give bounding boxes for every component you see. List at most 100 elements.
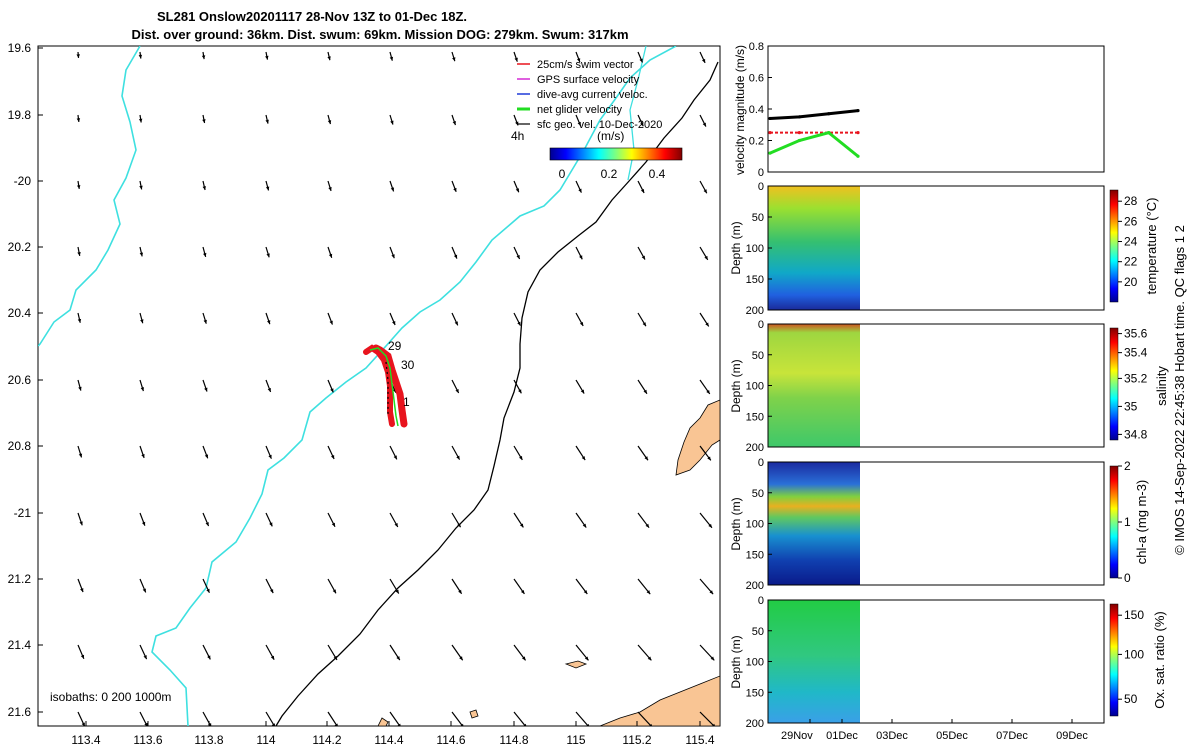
map-ytick-label: 19.6 — [8, 41, 32, 55]
velocity-arrow — [451, 379, 460, 394]
cbar-tick-label: 35.6 — [1124, 327, 1148, 341]
depth-ytick-label: 150 — [746, 687, 764, 699]
velocity-arrow — [513, 578, 525, 595]
velocity-arrow — [327, 180, 332, 192]
velocity-arrow — [327, 114, 332, 125]
velocity-arrow — [451, 180, 457, 193]
map-ytick-label: 21.4 — [8, 638, 32, 652]
time-tick-label: 07Dec — [996, 730, 1028, 742]
velocity-arrow — [513, 312, 521, 326]
velocity-point — [768, 131, 772, 135]
time-tick-label: 05Dec — [936, 730, 968, 742]
velocity-arrow — [265, 711, 276, 726]
temperature-cbar-label: temperature (°C) — [1144, 198, 1159, 295]
velocity-arrow — [389, 512, 399, 528]
velocity-arrow — [327, 644, 338, 661]
depth-ytick-label: 150 — [746, 549, 764, 561]
velocity-point — [856, 131, 860, 135]
velocity-arrow — [637, 711, 653, 726]
velocity-arrow — [327, 379, 334, 393]
day-label-1: 1 — [403, 395, 410, 409]
velocity-arrow — [327, 246, 333, 258]
map-ytick-label: 20.2 — [8, 240, 32, 254]
arrow-interval-label: 4h — [511, 129, 524, 143]
map-colorbar — [549, 147, 683, 161]
velocity-arrow — [76, 180, 81, 189]
velocity-arrow — [637, 644, 652, 661]
velocity-arrow — [77, 512, 83, 526]
velocity-panel: 0 0.2 0.4 0.6 0.8 velocity magnitude (m/s) — [733, 41, 1105, 179]
depth-ytick-label: 50 — [752, 212, 764, 224]
velocity-arrow — [77, 379, 82, 391]
velocity-arrow — [575, 180, 582, 193]
velocity-arrow — [202, 114, 206, 124]
depth-ytick-label: 50 — [752, 626, 764, 638]
velocity-arrow — [265, 246, 270, 258]
map-xtick-label: 115.2 — [622, 733, 651, 747]
velocity-arrow — [389, 578, 400, 594]
velocity-arrow — [327, 512, 336, 527]
velocity-arrow — [513, 512, 524, 528]
velocity-arrow — [77, 578, 84, 593]
velocity-arrow — [138, 114, 143, 123]
velocity-arrow — [637, 379, 648, 395]
land-islet — [564, 660, 588, 669]
velocity-arrow — [699, 246, 709, 261]
velocity-arrow — [637, 180, 645, 194]
chla-ylabel: Depth (m) — [729, 497, 743, 550]
velocity-arrow — [265, 512, 273, 527]
velocity-ytick-label: 0.4 — [749, 104, 764, 116]
velocity-arrow — [451, 246, 458, 259]
cbar-tick-label: 150 — [1124, 608, 1144, 622]
map-xtick-label: 115 — [566, 733, 585, 747]
velocity-arrow — [513, 644, 527, 661]
day-label-29: 29 — [388, 339, 402, 353]
velocity-arrow — [451, 51, 456, 62]
chla-colorbar — [1109, 465, 1119, 579]
velocity-arrow — [451, 711, 464, 726]
map-xtick-label: 114.6 — [436, 733, 465, 747]
velocity-arrow — [265, 578, 274, 594]
velocity-point — [827, 131, 831, 135]
legend-label-gps: GPS surface velocity — [537, 74, 640, 86]
depth-ytick-label: 50 — [752, 488, 764, 500]
land-island-east — [675, 399, 720, 476]
velocity-arrow — [389, 445, 398, 460]
cbar-tick-label: 1 — [1124, 515, 1131, 529]
velocity-arrow — [389, 114, 394, 125]
velocity-arrow — [451, 445, 461, 460]
velocity-ytick-label: 0.6 — [749, 73, 764, 85]
velocity-arrow — [202, 312, 207, 324]
velocity-point — [827, 112, 831, 116]
velocity-arrow — [327, 312, 334, 325]
velocity-ytick-label: 0.8 — [749, 41, 764, 53]
velocity-arrow — [265, 51, 269, 60]
legend-label-current: dive-avg current veloc. — [537, 89, 648, 101]
map-xtick-label: 114.2 — [312, 733, 341, 747]
cbar-tick-label: 100 — [1124, 647, 1144, 661]
day-label-30: 30 — [401, 358, 415, 372]
chla-field — [768, 462, 860, 585]
velocity-arrow — [637, 312, 647, 327]
glider-track — [363, 344, 408, 428]
map-xtick-label: 113.6 — [133, 733, 162, 747]
velocity-point — [797, 131, 801, 135]
velocity-arrow — [389, 711, 401, 726]
land-mainland — [599, 675, 720, 726]
imos-credit: © IMOS 14-Sep-2022 22:45:38 Hobart time.… — [1172, 225, 1187, 555]
depth-ytick-label: 200 — [746, 442, 764, 454]
velocity-arrow — [77, 312, 82, 323]
velocity-arrow — [637, 445, 649, 461]
map-ytick-label: 19.8 — [8, 108, 32, 122]
velocity-point — [856, 108, 860, 113]
time-tick-label: 01Dec — [826, 730, 858, 742]
velocity-arrow — [575, 644, 589, 661]
velocity-arrows — [76, 51, 716, 726]
velocity-arrow — [77, 644, 85, 660]
cbar-tick-label: 24 — [1124, 235, 1138, 249]
velocity-arrow — [513, 51, 518, 62]
velocity-arrow — [139, 180, 143, 190]
cbar-tick-label: 35.2 — [1124, 371, 1148, 385]
land-islet-2 — [377, 717, 389, 726]
